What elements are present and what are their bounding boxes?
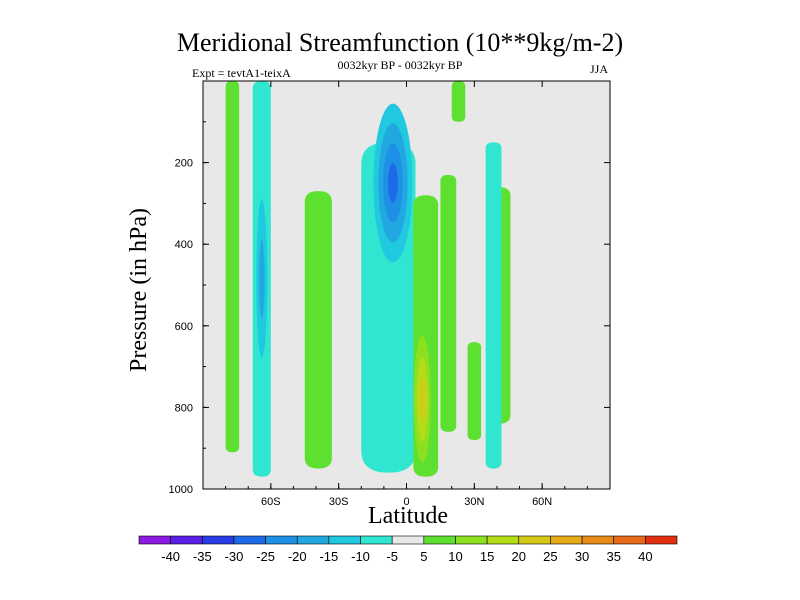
colorbar-swatch-10 — [455, 535, 488, 545]
colorbar-swatch-0 — [138, 535, 171, 545]
colorbar-swatch-6 — [328, 535, 361, 545]
colorbar-swatch-2 — [201, 535, 235, 545]
colorbar-label-0: -40 — [161, 549, 180, 564]
field-core-1-2 — [259, 239, 265, 319]
colorbar-label-8: 5 — [420, 549, 427, 564]
chart-title: Meridional Streamfunction (10**9kg/m-2) — [176, 28, 624, 57]
x-tick-label-1: 30S — [329, 496, 349, 508]
colorbar-swatch-7 — [360, 535, 393, 545]
colorbar-label-7: -5 — [386, 549, 398, 564]
colorbar-label-2: -30 — [225, 549, 244, 564]
colorbar-label-12: 25 — [543, 549, 557, 564]
field-core-4-3 — [419, 378, 426, 421]
colorbar-swatch-9 — [423, 535, 456, 545]
x-tick-label-0: 60S — [261, 496, 281, 508]
colorbar: -40 -35 -30 -25 -20 -15 -10 -5 5 10 15 20 25 30 35 40 — [138, 535, 678, 564]
colorbar-swatch-4 — [265, 535, 298, 545]
colorbar-label-4: -20 — [288, 549, 307, 564]
colorbar-swatch-8 — [391, 535, 425, 545]
y-tick-label-3: 800 — [175, 402, 193, 414]
colorbar-label-11: 20 — [512, 549, 526, 564]
colorbar-swatch-15 — [613, 535, 646, 545]
colorbar-label-13: 30 — [575, 549, 589, 564]
y-tick-label-2: 600 — [175, 321, 193, 333]
colorbar-swatch-11 — [486, 535, 520, 545]
field-negative-8 — [485, 142, 502, 469]
contour-fields — [225, 81, 511, 477]
colorbar-swatch-1 — [170, 535, 203, 545]
colorbar-label-10: 15 — [480, 549, 494, 564]
x-tick-label-2: 0 — [403, 496, 409, 508]
colorbar-swatch-16 — [645, 535, 678, 545]
chart-subtitle: 0032kyr BP - 0032kyr BP — [337, 58, 463, 72]
field-positive-9 — [451, 81, 466, 122]
season-label: JJA — [590, 62, 609, 76]
colorbar-label-14: 35 — [606, 549, 620, 564]
colorbar-label-6: -10 — [351, 549, 370, 564]
x-ticks: 60S 30S 0 30N 60N — [202, 81, 611, 508]
y-tick-label-0: 200 — [175, 158, 193, 170]
y-tick-label-1: 400 — [175, 239, 193, 251]
x-axis-label: Latitude — [368, 503, 448, 529]
colorbar-label-3: -25 — [256, 549, 275, 564]
colorbar-label-9: 10 — [448, 549, 462, 564]
y-tick-label-4: 1000 — [169, 484, 193, 496]
colorbar-swatch-3 — [233, 535, 266, 545]
field-positive-0 — [225, 81, 240, 453]
colorbar-label-15: 40 — [638, 549, 652, 564]
experiment-label: Expt = tevtA1-teixA — [192, 66, 291, 80]
field-positive-2 — [304, 191, 332, 469]
colorbar-swatch-5 — [296, 535, 330, 545]
field-positive-6 — [467, 342, 482, 441]
colorbar-swatch-13 — [550, 535, 583, 545]
field-positive-5 — [440, 174, 457, 432]
y-ticks: 200 400 600 800 1000 — [169, 121, 610, 496]
colorbar-label-1: -35 — [193, 549, 212, 564]
x-tick-label-4: 60N — [532, 496, 552, 508]
x-tick-label-3: 30N — [464, 496, 484, 508]
colorbar-label-5: -15 — [319, 549, 338, 564]
colorbar-swatch-14 — [581, 535, 615, 545]
colorbar-swatch-12 — [518, 535, 551, 545]
field-core-3-4 — [388, 163, 398, 203]
